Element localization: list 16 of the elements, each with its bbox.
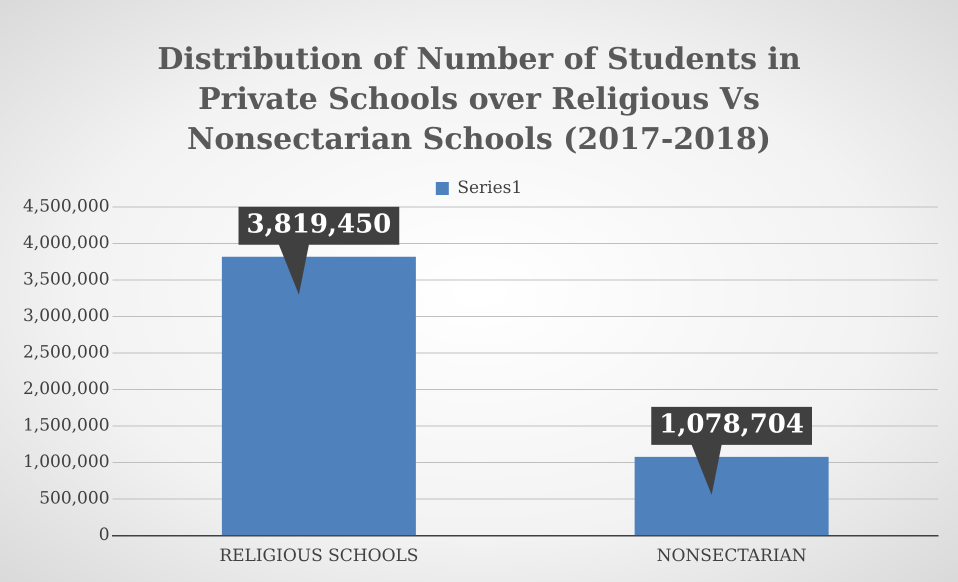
y-tick-label: 3,000,000 <box>22 306 110 326</box>
y-tick-label: 2,000,000 <box>22 378 110 399</box>
y-tick-label: 2,500,000 <box>22 342 110 362</box>
y-tick-label: 4,000,000 <box>22 232 110 253</box>
legend-label: Series1 <box>457 178 522 198</box>
x-tick-label: RELIGIOUS SCHOOLS <box>219 546 418 566</box>
y-tick-label: 4,500,000 <box>22 196 110 216</box>
chart-title: Distribution of Number of Students in Private Schools over Religious Vs Nonsectarian Schools (2017-2018) <box>156 41 802 159</box>
y-tick-label: 500,000 <box>39 488 110 509</box>
y-tick-label: 0 <box>98 525 110 546</box>
y-tick-label: 1,500,000 <box>22 415 110 436</box>
y-tick-label: 1,000,000 <box>22 452 110 472</box>
text: 3,819,450 <box>246 209 392 240</box>
x-tick-label: NONSECTARIAN <box>656 546 807 566</box>
y-tick-label: 3,500,000 <box>22 269 110 290</box>
text: 1,078,704 <box>659 410 804 440</box>
